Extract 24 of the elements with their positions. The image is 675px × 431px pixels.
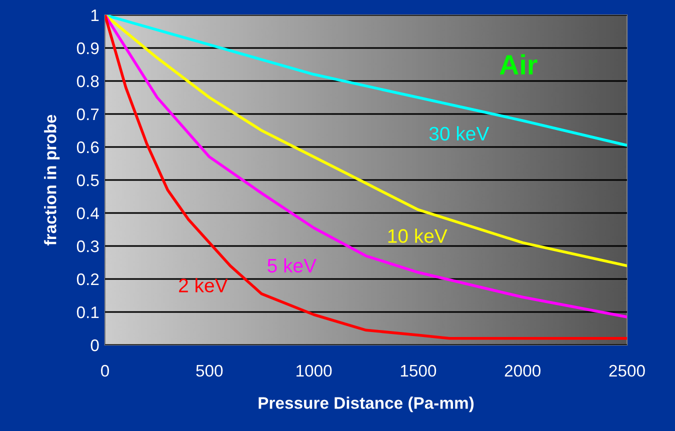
y-axis-title: fraction in probe xyxy=(44,114,60,246)
x-tick-label: 1500 xyxy=(400,364,436,377)
x-tick-label: 2500 xyxy=(609,364,645,377)
series-label: 2 keV xyxy=(179,278,228,292)
x-tick-label: 500 xyxy=(196,364,223,377)
x-tick-label: 1000 xyxy=(296,364,332,377)
y-tick-label: 0.5 xyxy=(76,174,99,186)
x-tick-label: 2000 xyxy=(504,364,540,377)
y-tick-label: 0.6 xyxy=(76,141,99,154)
y-tick-label: 0.4 xyxy=(76,207,99,220)
series-label: 30 keV xyxy=(429,126,490,141)
y-tick-label: 0 xyxy=(90,339,99,352)
y-tick-label: 0.2 xyxy=(76,273,99,286)
series-label: 10 keV xyxy=(388,228,448,243)
x-axis-title: Pressure Distance (Pa-mm) xyxy=(258,396,474,412)
y-tick-label: 0.9 xyxy=(76,42,99,54)
y-tick-label: 1 xyxy=(91,10,99,22)
y-tick-label: 0.1 xyxy=(76,306,99,318)
x-tick-label: 0 xyxy=(101,364,109,377)
y-tick-label: 0.3 xyxy=(76,240,99,252)
y-tick-label: 0.7 xyxy=(76,108,99,120)
y-tick-label: 0.8 xyxy=(76,75,99,88)
annotation: Air xyxy=(500,54,538,74)
series-label: 5 keV xyxy=(268,258,316,273)
